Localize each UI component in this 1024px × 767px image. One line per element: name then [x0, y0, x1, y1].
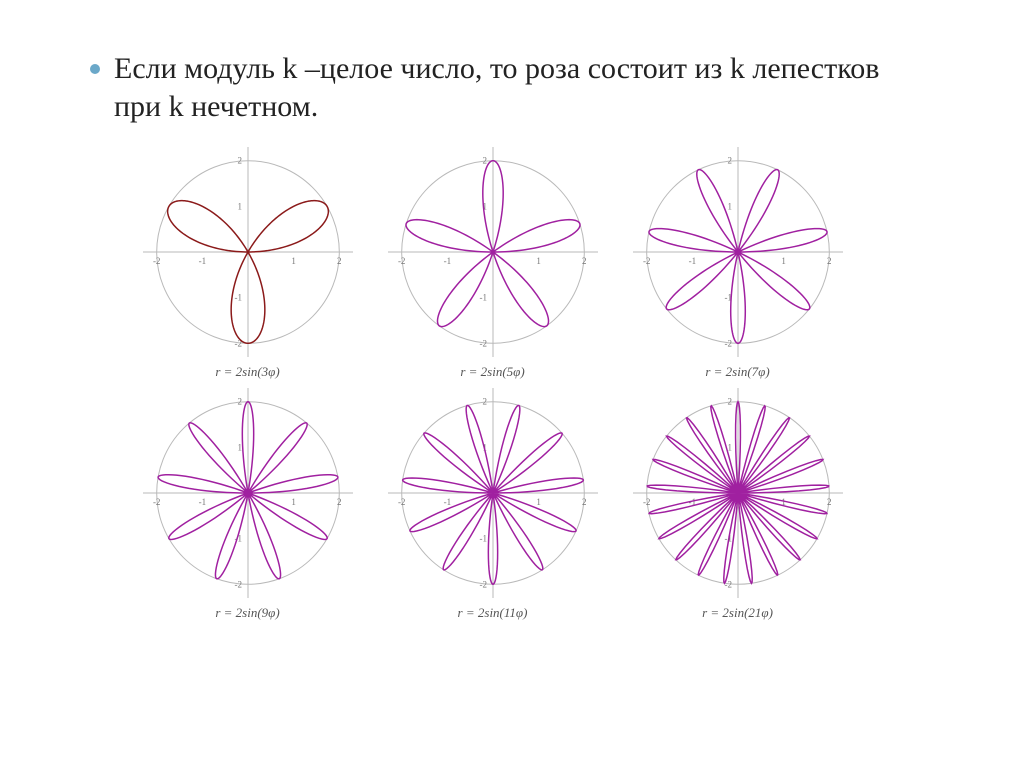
- svg-text:-1: -1: [198, 497, 206, 507]
- chart-caption-1: r = 2sin(5φ): [460, 364, 524, 380]
- svg-text:-2: -2: [397, 497, 405, 507]
- svg-text:-1: -1: [479, 292, 487, 302]
- svg-text:2: 2: [727, 396, 732, 406]
- chart-caption-2: r = 2sin(7φ): [705, 364, 769, 380]
- svg-text:1: 1: [727, 201, 732, 211]
- charts-row-2: -2-112-2-112 r = 2sin(9φ) -2-112-2-112 r…: [130, 388, 934, 621]
- svg-text:2: 2: [482, 155, 487, 165]
- chart-cell-5: -2-112-2-112 r = 2sin(21φ): [620, 388, 855, 621]
- svg-text:1: 1: [237, 201, 242, 211]
- svg-text:-2: -2: [479, 338, 487, 348]
- svg-text:2: 2: [237, 155, 242, 165]
- chart-cell-4: -2-112-2-112 r = 2sin(11φ): [375, 388, 610, 621]
- bullet-text: Если модуль k –целое число, то роза сост…: [114, 50, 934, 127]
- svg-text:1: 1: [536, 497, 541, 507]
- chart-1: -2-112-2-112: [388, 147, 598, 362]
- svg-text:-1: -1: [234, 292, 242, 302]
- svg-text:2: 2: [727, 155, 732, 165]
- chart-caption-3: r = 2sin(9φ): [215, 605, 279, 621]
- svg-text:-1: -1: [443, 256, 451, 266]
- chart-cell-0: -2-112-2-112 r = 2sin(3φ): [130, 147, 365, 380]
- chart-caption-5: r = 2sin(21φ): [702, 605, 773, 621]
- svg-text:2: 2: [582, 497, 587, 507]
- svg-text:2: 2: [237, 396, 242, 406]
- svg-text:1: 1: [536, 256, 541, 266]
- svg-text:-2: -2: [397, 256, 405, 266]
- svg-text:1: 1: [291, 256, 296, 266]
- svg-text:-2: -2: [479, 579, 487, 589]
- svg-text:1: 1: [781, 256, 786, 266]
- svg-text:2: 2: [337, 497, 342, 507]
- svg-text:-1: -1: [198, 256, 206, 266]
- chart-0: -2-112-2-112: [143, 147, 353, 362]
- chart-3: -2-112-2-112: [143, 388, 353, 603]
- svg-text:-2: -2: [642, 497, 650, 507]
- svg-text:-2: -2: [234, 579, 242, 589]
- bullet-row: Если модуль k –целое число, то роза сост…: [90, 50, 934, 127]
- chart-caption-0: r = 2sin(3φ): [215, 364, 279, 380]
- svg-text:1: 1: [727, 442, 732, 452]
- svg-text:-1: -1: [479, 533, 487, 543]
- svg-text:2: 2: [337, 256, 342, 266]
- chart-caption-4: r = 2sin(11φ): [458, 605, 528, 621]
- chart-5: -2-112-2-112: [633, 388, 843, 603]
- svg-text:-2: -2: [152, 497, 160, 507]
- svg-text:2: 2: [827, 497, 832, 507]
- bullet-icon: [90, 64, 100, 74]
- slide: Если модуль k –целое число, то роза сост…: [0, 0, 1024, 767]
- chart-4: -2-112-2-112: [388, 388, 598, 603]
- svg-text:-2: -2: [724, 338, 732, 348]
- charts-row-1: -2 -1 1 2 -2 -1 1 2 r = 2sin(3φ) -2 -1 1 2 -2 -1 1 2 r…: [130, 147, 934, 380]
- svg-text:1: 1: [237, 442, 242, 452]
- chart-cell-2: -2-112-2-112 r = 2sin(7φ): [620, 147, 855, 380]
- chart-2: -2-112-2-112: [633, 147, 843, 362]
- charts-grid: -2 -1 1 2 -2 -1 1 2 r = 2sin(3φ) -2 -1 1 2 -2 -1 1 2 r…: [130, 147, 934, 621]
- chart-cell-1: -2-112-2-112 r = 2sin(5φ): [375, 147, 610, 380]
- svg-text:2: 2: [582, 256, 587, 266]
- svg-text:-2: -2: [152, 256, 160, 266]
- svg-text:-1: -1: [688, 256, 696, 266]
- svg-text:-2: -2: [642, 256, 650, 266]
- svg-text:1: 1: [291, 497, 296, 507]
- svg-text:2: 2: [827, 256, 832, 266]
- svg-text:-1: -1: [443, 497, 451, 507]
- svg-text:2: 2: [482, 396, 487, 406]
- chart-cell-3: -2-112-2-112 r = 2sin(9φ): [130, 388, 365, 621]
